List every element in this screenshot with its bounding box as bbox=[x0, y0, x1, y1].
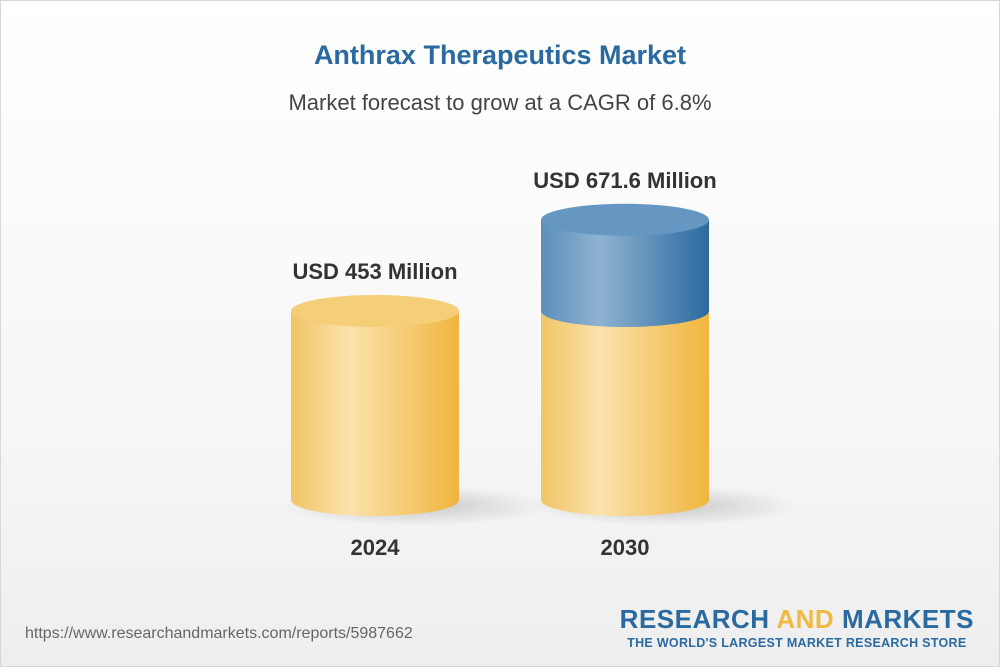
category-label: 2024 bbox=[351, 535, 401, 560]
source-url[interactable]: https://www.researchandmarkets.com/repor… bbox=[25, 625, 413, 642]
cylinder-2024-top bbox=[291, 295, 459, 327]
chart-subtitle: Market forecast to grow at a CAGR of 6.8… bbox=[288, 90, 712, 115]
category-label: 2030 bbox=[601, 535, 650, 560]
cylinder-base-segment-body bbox=[541, 311, 709, 516]
chart-title: Anthrax Therapeutics Market bbox=[313, 40, 687, 70]
data-label: USD 671.6 Million bbox=[533, 168, 716, 193]
cylinder-2024-body bbox=[291, 311, 459, 516]
cylinder-growth-segment-top bbox=[541, 203, 709, 236]
cylinder-growth-segment-body bbox=[541, 219, 709, 327]
research-and-markets-logo: RESEARCH AND MARKETS THE WORLD'S LARGEST… bbox=[619, 604, 974, 650]
data-label: USD 453 Million bbox=[292, 259, 457, 284]
